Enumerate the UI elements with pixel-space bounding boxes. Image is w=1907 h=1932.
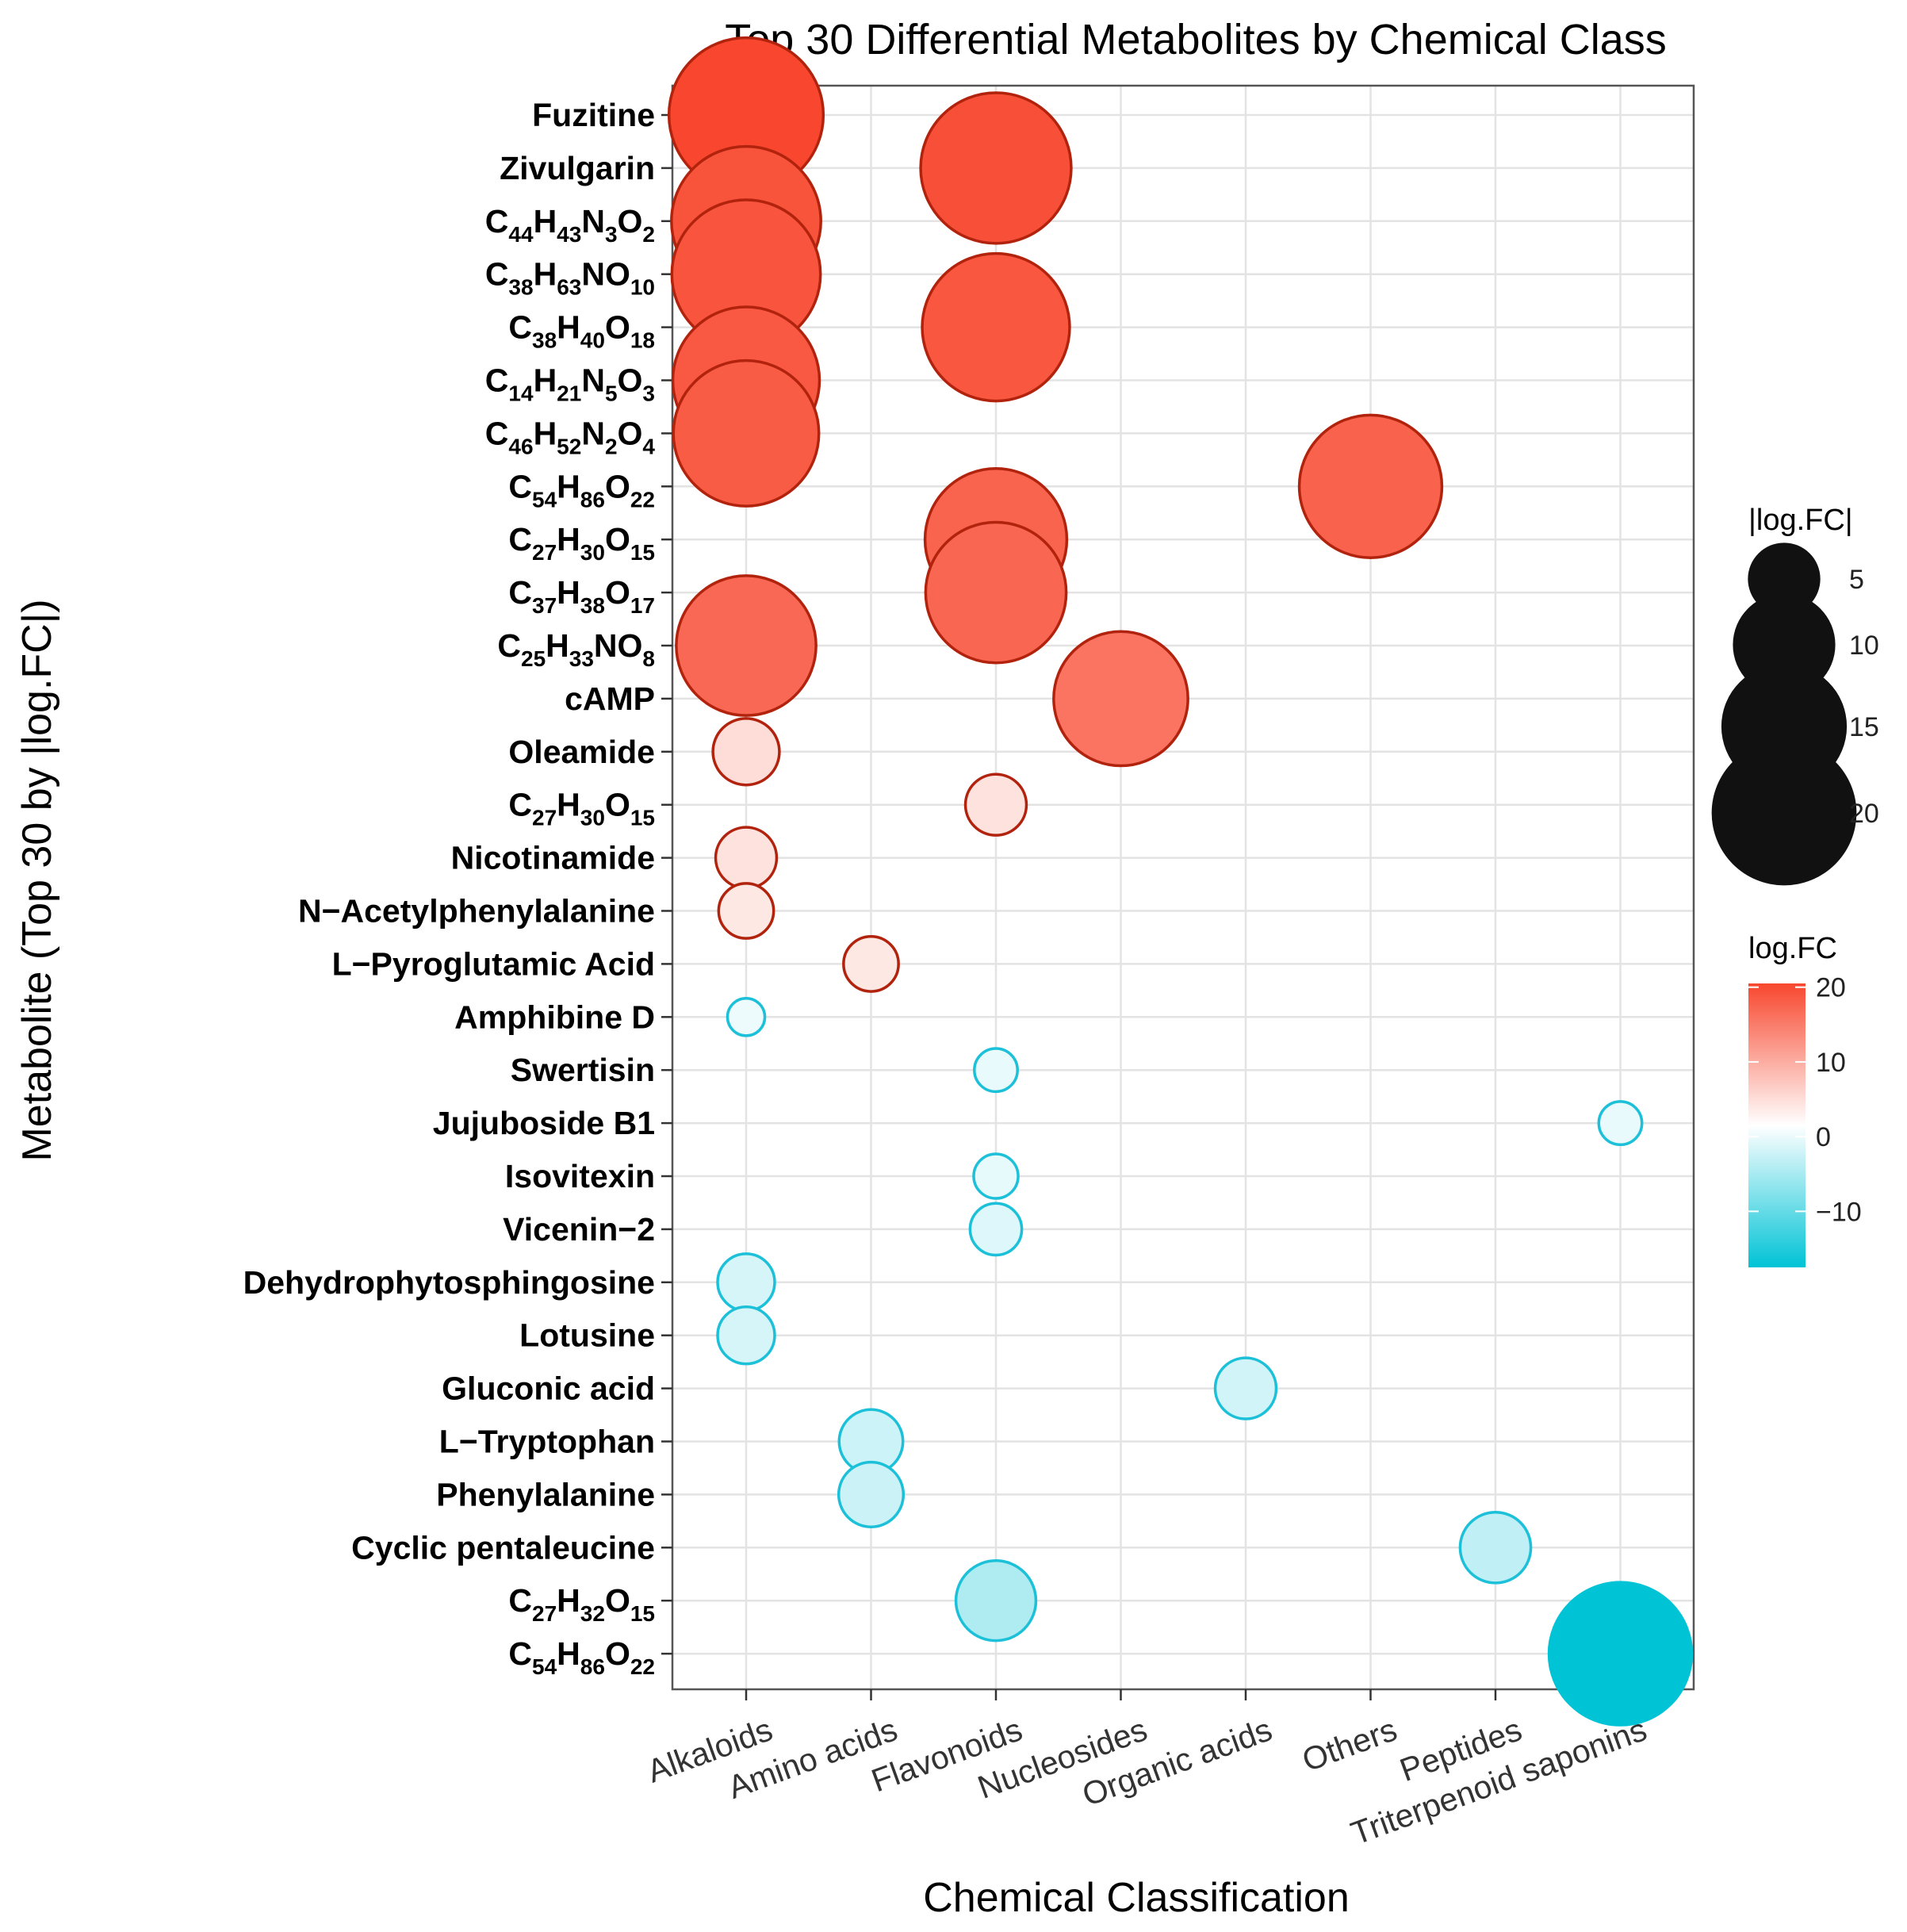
y-tick-label: Dehydrophytosphingosine: [243, 1264, 655, 1301]
colorbar: [1748, 983, 1806, 1267]
data-point: [1213, 1356, 1278, 1420]
y-tick-label: Nicotinamide: [451, 840, 655, 876]
size-legend-label: 10: [1849, 631, 1879, 661]
chart-title: Top 30 Differential Metabolites by Chemi…: [725, 16, 1667, 63]
size-legend: |log.FC| 5 10 15 20: [1711, 504, 1879, 886]
x-tick-label: Others: [1297, 1711, 1401, 1778]
y-axis-title: Metabolite (Top 30 by |log.FC|): [14, 599, 60, 1161]
colorbar-label: 20: [1816, 973, 1846, 1003]
y-tick-label: Vicenin−2: [503, 1211, 655, 1248]
y-tick-label: Fuzitine: [532, 97, 655, 133]
data-point: [726, 996, 767, 1037]
data-point: [842, 934, 900, 993]
y-tick-label: N−Acetylphenylalanine: [298, 893, 655, 930]
y-tick-label: L−Tryptophan: [439, 1424, 655, 1460]
y-tick-label: Isovitexin: [505, 1158, 655, 1194]
y-tick-label: C27​H30​O15​: [508, 521, 655, 565]
data-point: [717, 882, 775, 940]
y-tick-label: C54​H86​O22​: [508, 1635, 655, 1679]
y-tick-label: C27​H32​O15​: [508, 1582, 655, 1626]
color-legend: log.FC 20 10 0 −10: [1748, 932, 1862, 1267]
y-tick-label: Oleamide: [508, 734, 655, 770]
size-legend-key: [1711, 740, 1857, 886]
data-point: [837, 1460, 906, 1528]
y-tick-label: Swertisin: [511, 1052, 655, 1088]
data-point: [1547, 1581, 1694, 1727]
data-point: [1458, 1510, 1533, 1585]
y-tick-label: Zivulgarin: [500, 150, 655, 186]
data-point: [1597, 1100, 1644, 1147]
data-point: [973, 1047, 1019, 1094]
colorbar-label: −10: [1816, 1197, 1862, 1227]
data-points: [667, 36, 1694, 1727]
data-point: [919, 91, 1073, 245]
colorbar-label: 10: [1816, 1048, 1846, 1078]
data-point: [954, 1559, 1038, 1643]
x-axis-title: Chemical Classification: [923, 1875, 1350, 1921]
data-point: [921, 251, 1071, 403]
size-legend-label: 15: [1849, 712, 1879, 742]
color-legend-title: log.FC: [1748, 932, 1837, 965]
y-tick-label: C37​H38​O17​: [508, 574, 655, 618]
y-axis-ticks: Fuzitine Zivulgarin C44​H43​N3​O2​ C38​H63​…: [243, 97, 672, 1679]
y-tick-label: Cyclic pentaleucine: [351, 1529, 655, 1566]
y-tick-label: C14​H21​N5​O3​: [485, 362, 655, 406]
grid-lines: [672, 86, 1694, 1689]
size-legend-label: 20: [1849, 799, 1879, 829]
data-point: [672, 358, 821, 508]
size-legend-title: |log.FC|: [1748, 504, 1853, 537]
data-point: [963, 772, 1028, 837]
y-tick-label: C25​H33​NO8​: [497, 627, 655, 671]
y-tick-label: Jujuboside B1: [433, 1105, 655, 1141]
colorbar-label: 0: [1816, 1122, 1831, 1152]
size-legend-label: 5: [1849, 565, 1864, 595]
y-tick-label: Phenylalanine: [436, 1476, 655, 1512]
y-tick-label: C44​H43​N3​O2​: [485, 203, 655, 247]
data-point: [924, 520, 1068, 665]
y-tick-label: C46​H52​N2​O4​: [485, 415, 656, 458]
y-tick-label: cAMP: [565, 680, 655, 717]
data-point: [714, 826, 779, 890]
data-point: [675, 574, 818, 717]
y-tick-label: C54​H86​O22​: [508, 468, 655, 512]
data-point: [1297, 413, 1444, 559]
data-point: [716, 1252, 776, 1313]
data-point: [711, 717, 781, 787]
y-tick-label: Amphibine D: [454, 999, 655, 1035]
y-tick-label: C27​H30​O15​: [508, 787, 655, 830]
data-point: [1052, 630, 1189, 768]
plot-panel: [671, 84, 1695, 1691]
y-tick-label: Lotusine: [519, 1317, 655, 1354]
data-point: [716, 1305, 776, 1366]
y-tick-label: C38​H63​NO10​: [485, 256, 655, 300]
y-tick-label: L−Pyroglutamic Acid: [332, 945, 655, 982]
data-point: [968, 1202, 1024, 1257]
data-point: [972, 1152, 1020, 1200]
y-tick-label: Gluconic acid: [442, 1370, 655, 1407]
y-tick-label: C38​H40​O18​: [508, 309, 655, 353]
